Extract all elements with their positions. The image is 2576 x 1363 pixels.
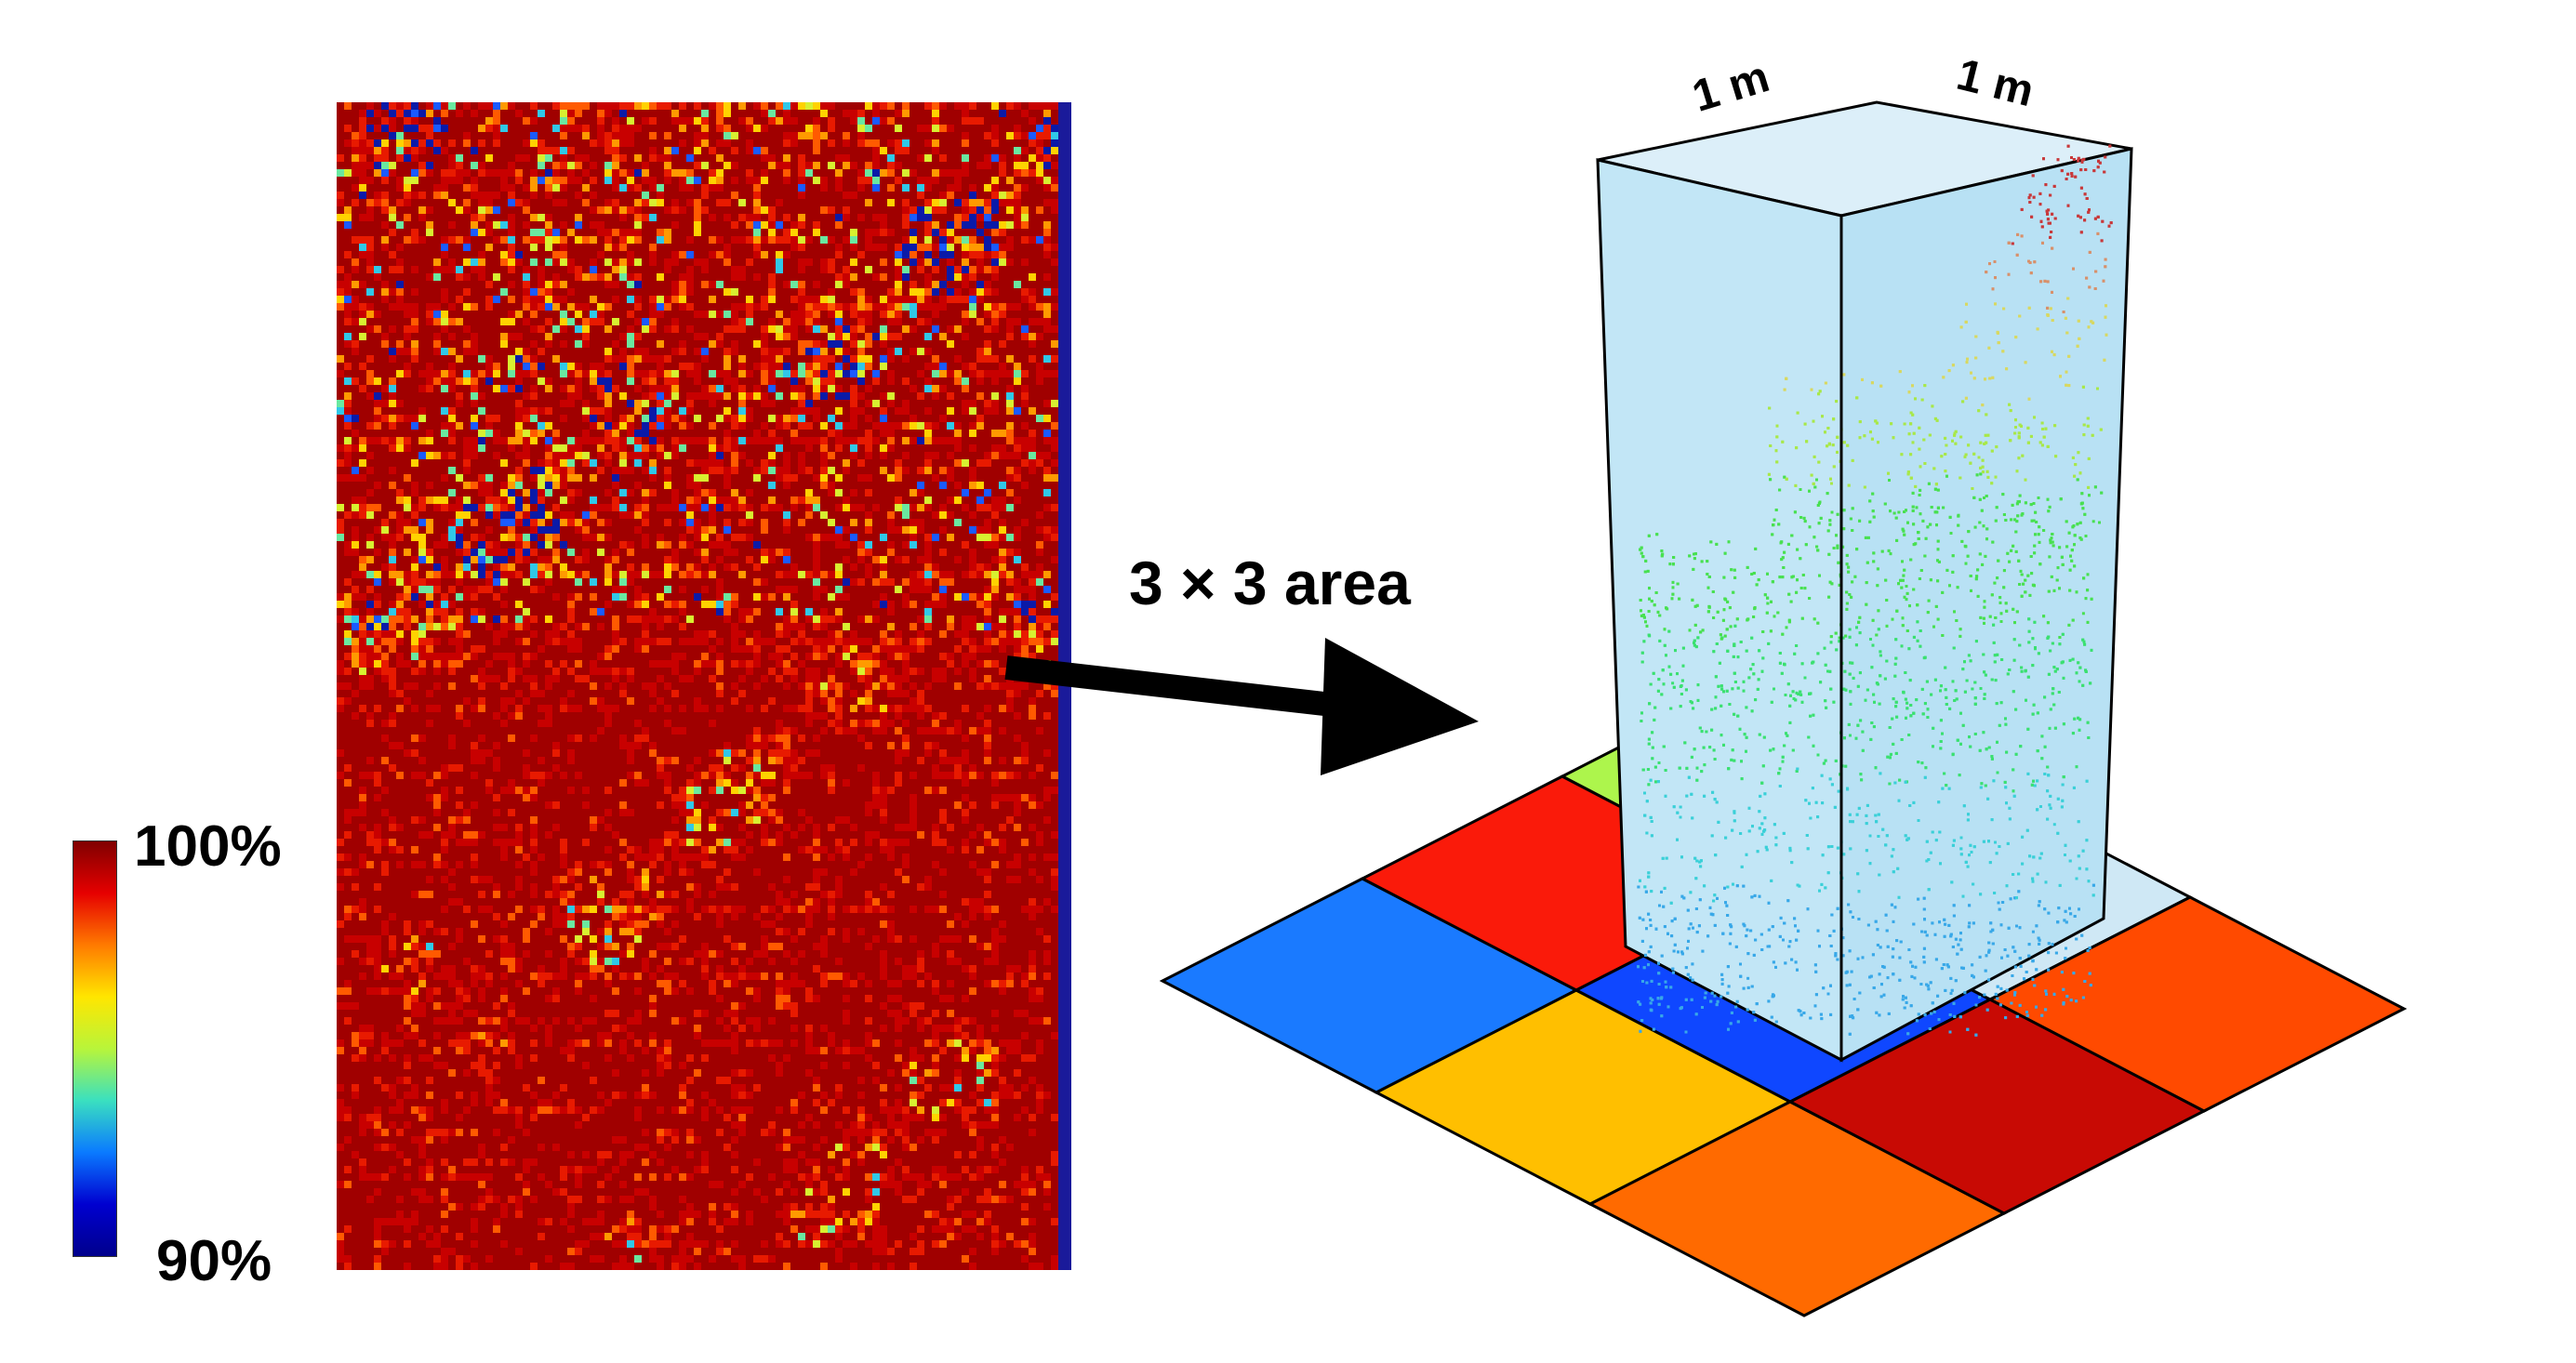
area-label: 3 × 3 area	[1129, 549, 1411, 617]
grid-cell-2-2	[1986, 895, 2408, 1113]
colorbar-min-label: 90%	[156, 1229, 272, 1293]
box-left-face	[1596, 158, 1843, 1063]
arrow-head-icon	[1321, 638, 1479, 775]
point-cloud-box	[1596, 100, 2133, 1063]
colorbar	[73, 840, 117, 1257]
lidar-points	[1637, 144, 2113, 1037]
colorbar-max-label: 100%	[134, 814, 282, 879]
box-right-face	[1839, 147, 2133, 1063]
zoom-arrow	[1004, 638, 1479, 775]
coverage-heatmap	[337, 102, 1071, 1270]
arrow-shaft	[1004, 655, 1350, 719]
